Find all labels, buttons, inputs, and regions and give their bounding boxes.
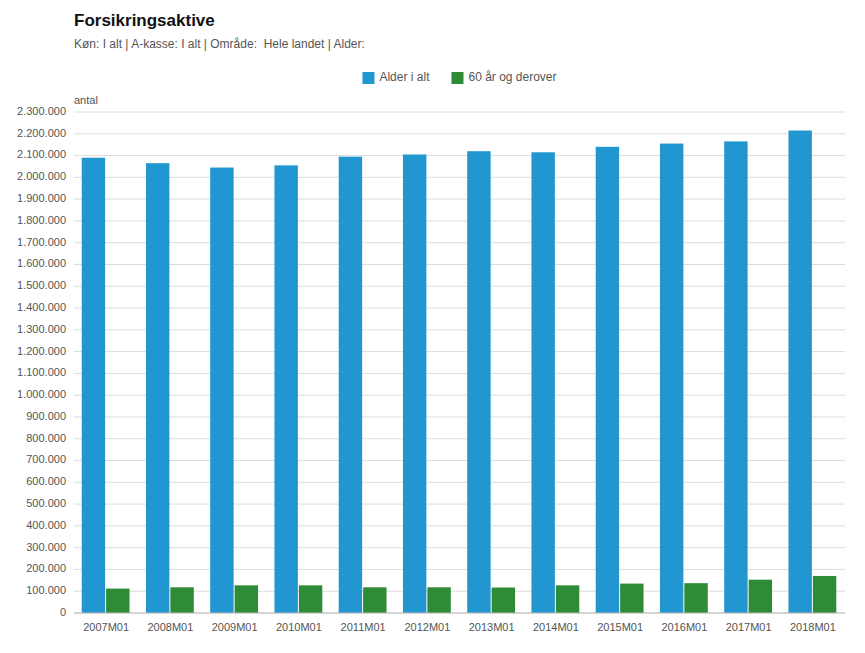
x-tick-label: 2010M01 — [276, 621, 322, 633]
x-tick-label: 2007M01 — [83, 621, 129, 633]
y-tick-label: 800.000 — [26, 432, 66, 444]
bar — [467, 151, 490, 613]
x-tick-label: 2008M01 — [147, 621, 193, 633]
y-tick-label: 500.000 — [26, 497, 66, 509]
bar — [749, 580, 772, 613]
bar — [788, 131, 811, 613]
bar — [146, 163, 169, 613]
subtitle: Køn: I alt | A-kasse: I alt | Område: He… — [74, 37, 365, 51]
legend-swatch — [451, 72, 463, 84]
y-axis-label: antal — [74, 94, 98, 106]
bar — [235, 585, 258, 613]
x-tick-label: 2014M01 — [533, 621, 579, 633]
bar — [274, 165, 297, 613]
x-tick-label: 2013M01 — [469, 621, 515, 633]
title: Forsikringsaktive — [74, 11, 215, 30]
grid — [74, 112, 845, 613]
grid-line — [74, 112, 845, 113]
bar — [427, 587, 450, 613]
bar — [403, 154, 426, 613]
y-tick-label: 1.400.000 — [17, 301, 66, 313]
x-tick-label: 2018M01 — [790, 621, 836, 633]
y-tick-label: 2.200.000 — [17, 127, 66, 139]
bar — [620, 584, 643, 613]
y-tick-label: 1.500.000 — [17, 279, 66, 291]
bar — [170, 587, 193, 613]
y-tick-label: 300.000 — [26, 541, 66, 553]
bar — [531, 152, 554, 613]
legend-label: 60 år og derover — [468, 70, 556, 84]
bar — [106, 589, 129, 613]
y-tick-label: 700.000 — [26, 453, 66, 465]
page: {"chart_data": { "type": "bar", "title":… — [0, 0, 865, 653]
y-tick-label: 2.300.000 — [17, 105, 66, 117]
y-tick-label: 200.000 — [26, 562, 66, 574]
bar — [556, 585, 579, 613]
bar — [660, 144, 683, 613]
bar — [596, 147, 619, 613]
grid-line — [74, 133, 845, 134]
bar — [363, 587, 386, 613]
x-tick-label: 2009M01 — [212, 621, 258, 633]
legend-item: 60 år og derover — [451, 70, 556, 84]
legend-label: Alder i alt — [379, 70, 430, 84]
bar — [339, 157, 362, 613]
y-tick-label: 1.700.000 — [17, 236, 66, 248]
x-tick-label: 2011M01 — [341, 621, 386, 633]
y-tick-label: 1.000.000 — [17, 388, 66, 400]
x-axis: 2007M01 2008M01 2009M01 2010M01 2011M01 2012M… — [74, 613, 845, 633]
y-tick-label: 2.000.000 — [17, 170, 66, 182]
y-tick-label: 1.100.000 — [17, 366, 66, 378]
bar — [813, 576, 836, 613]
y-tick-label: 100.000 — [26, 584, 66, 596]
y-tick-label: 1.900.000 — [17, 192, 66, 204]
x-tick-label: 2016M01 — [661, 621, 707, 633]
legend: Alder i alt 60 år og derover — [362, 70, 556, 84]
chart: Forsikringsaktive Køn: I alt | A-kasse: I… — [0, 0, 865, 653]
grid-line — [74, 613, 845, 614]
y-tick-label: 600.000 — [26, 475, 66, 487]
bar — [299, 585, 322, 613]
x-tick-label: 2012M01 — [404, 621, 450, 633]
y-tick-label: 900.000 — [26, 410, 66, 422]
y-tick-label: 0 — [60, 606, 66, 618]
y-tick-label: 1.300.000 — [17, 323, 66, 335]
legend-item: Alder i alt — [362, 70, 430, 84]
bar — [210, 168, 233, 613]
bar — [492, 588, 515, 613]
y-tick-label: 1.800.000 — [17, 214, 66, 226]
y-tick-label: 1.200.000 — [17, 345, 66, 357]
x-tick-label: 2015M01 — [597, 621, 643, 633]
legend-swatch — [362, 72, 374, 84]
x-tick-label: 2017M01 — [726, 621, 772, 633]
bar — [684, 583, 707, 613]
bar — [82, 158, 105, 613]
y-tick-label: 1.600.000 — [17, 257, 66, 269]
x-axis-line — [74, 613, 845, 614]
bar — [724, 141, 747, 613]
bars — [82, 131, 837, 613]
y-axis: 0 100.000 200.000 300.000 400.000 500.000 600.… — [17, 105, 66, 618]
y-tick-label: 400.000 — [26, 519, 66, 531]
y-tick-label: 2.100.000 — [17, 148, 66, 160]
